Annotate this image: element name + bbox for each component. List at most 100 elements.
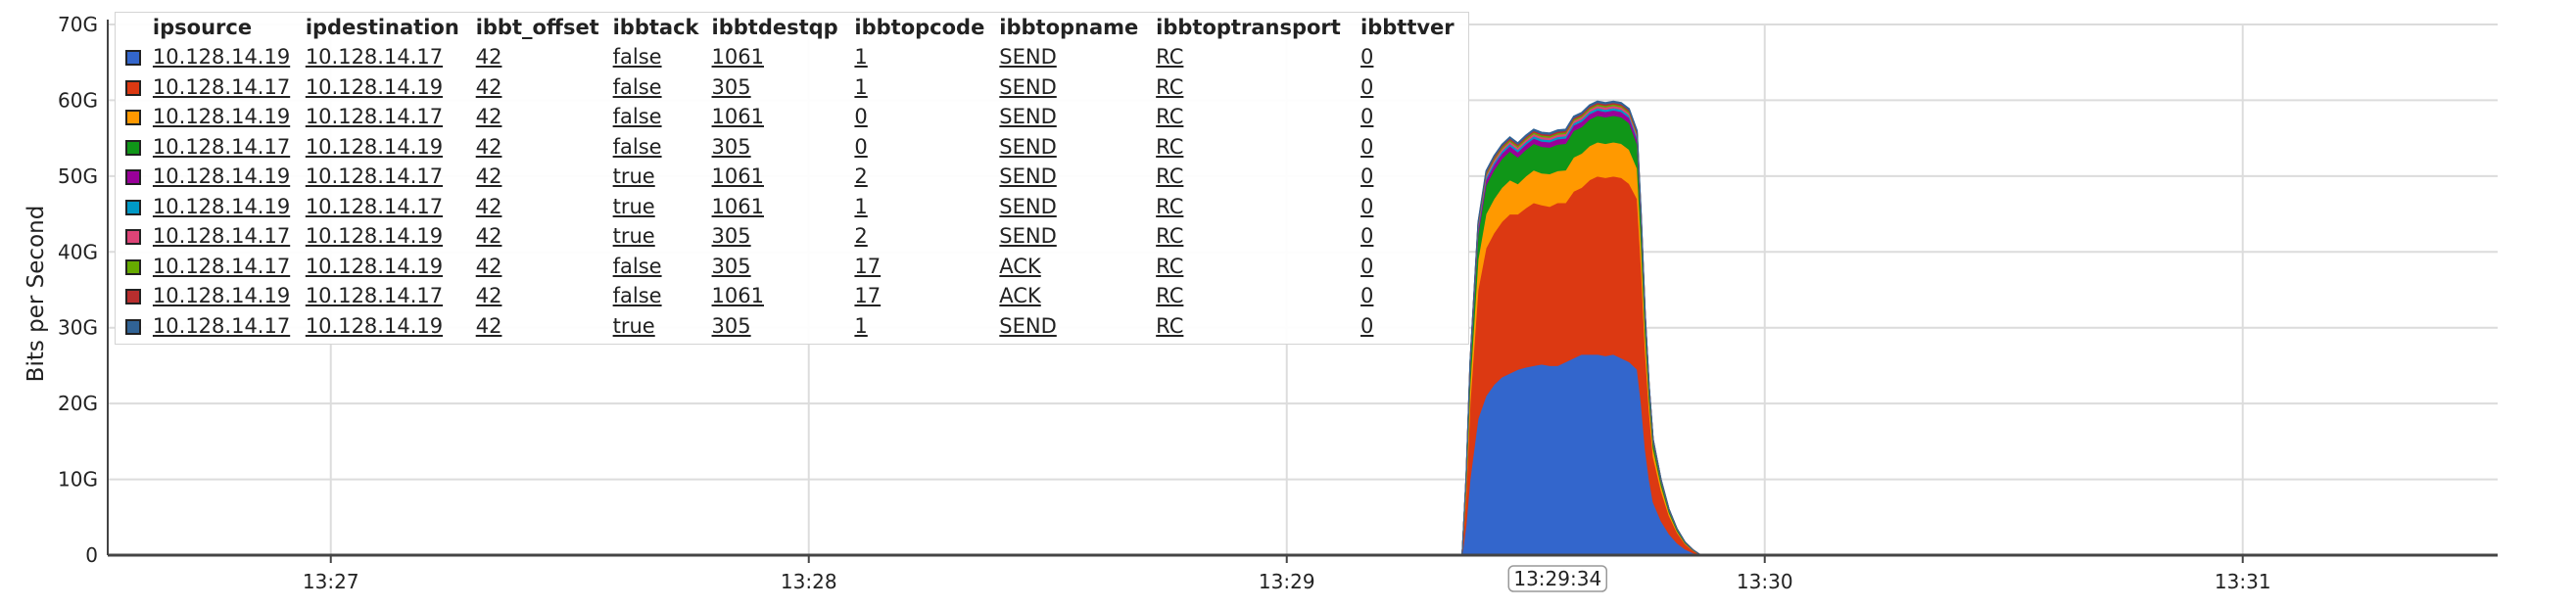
legend-cell-ibbtopname[interactable]: SEND [999,74,1057,99]
legend-header-ibbtoptransport[interactable]: ibbtoptransport [1156,16,1341,39]
legend-cell-ipdestination[interactable]: 10.128.14.19 [305,254,444,278]
legend-cell-ibbttver[interactable]: 0 [1360,74,1374,99]
legend-cell-ibbtdestqp[interactable]: 1061 [711,194,764,218]
legend-header-ibbtopcode[interactable]: ibbtopcode [854,16,985,39]
legend-cell-ibbtopcode[interactable]: 1 [854,74,868,99]
legend-cell-ibbtopname[interactable]: SEND [999,134,1057,159]
legend-cell-ipsource[interactable]: 10.128.14.17 [152,224,291,249]
legend-row[interactable]: 10.128.14.17 10.128.14.19 42 false 305 1 SEND R… [116,72,1468,103]
legend-cell-ibbttver[interactable]: 0 [1360,224,1374,249]
legend-cell-ibbtopcode[interactable]: 1 [854,194,868,218]
legend-cell-ibbt-offset[interactable]: 42 [475,105,502,129]
legend-cell-ibbt-offset[interactable]: 42 [475,45,502,70]
legend-cell-ibbtdestqp[interactable]: 305 [711,254,751,278]
legend-cell-ibbttver[interactable]: 0 [1360,134,1374,159]
legend-cell-ibbttver[interactable]: 0 [1360,254,1374,278]
legend-cell-ibbtack[interactable]: false [612,105,662,129]
legend-header-ibbttver[interactable]: ibbttver [1360,16,1455,39]
legend-cell-ibbt-offset[interactable]: 42 [475,164,502,189]
legend-cell-ibbtopcode[interactable]: 17 [854,254,882,278]
legend-cell-ibbtdestqp[interactable]: 1061 [711,105,764,129]
legend-row[interactable]: 10.128.14.19 10.128.14.17 42 false 1061 0 SEND… [116,102,1468,132]
legend-row[interactable]: 10.128.14.19 10.128.14.17 42 true 1061 1 SEND R… [116,192,1468,222]
legend-cell-ibbtack[interactable]: false [612,45,662,70]
legend-row[interactable]: 10.128.14.17 10.128.14.19 42 false 305 17 ACK R… [116,252,1468,282]
legend-cell-ibbtopcode[interactable]: 2 [854,224,868,249]
legend-cell-ipsource[interactable]: 10.128.14.17 [152,254,291,278]
legend-cell-ibbtdestqp[interactable]: 305 [711,313,751,338]
legend-cell-ibbtoptransport[interactable]: RC [1156,45,1184,70]
legend-cell-ipdestination[interactable]: 10.128.14.19 [305,224,444,249]
legend-cell-ibbtoptransport[interactable]: RC [1156,74,1184,99]
legend-cell-ibbtack[interactable]: false [612,254,662,278]
legend-cell-ibbtdestqp[interactable]: 1061 [711,45,764,70]
legend-cell-ibbt-offset[interactable]: 42 [475,313,502,338]
legend-cell-ibbtopname[interactable]: ACK [999,284,1041,308]
legend-cell-ibbtdestqp[interactable]: 305 [711,224,751,249]
legend-cell-ibbtoptransport[interactable]: RC [1156,164,1184,189]
legend-cell-ibbtoptransport[interactable]: RC [1156,194,1184,218]
legend-cell-ipdestination[interactable]: 10.128.14.19 [305,313,444,338]
legend-cell-ibbtopname[interactable]: SEND [999,164,1057,189]
legend-cell-ibbtoptransport[interactable]: RC [1156,284,1184,308]
legend-cell-ibbtdestqp[interactable]: 1061 [711,164,764,189]
legend-cell-ibbtopname[interactable]: ACK [999,254,1041,278]
legend-cell-ibbtopcode[interactable]: 2 [854,164,868,189]
legend-cell-ibbtopname[interactable]: SEND [999,105,1057,129]
legend-cell-ipsource[interactable]: 10.128.14.19 [152,194,291,218]
legend-cell-ibbtack[interactable]: false [612,284,662,308]
legend-cell-ibbtoptransport[interactable]: RC [1156,105,1184,129]
legend-cell-ibbtack[interactable]: true [612,313,655,338]
legend-header-ibbtopname[interactable]: ibbtopname [999,16,1139,39]
legend-cell-ibbttver[interactable]: 0 [1360,313,1374,338]
legend-cell-ibbtack[interactable]: true [612,194,655,218]
legend-cell-ipsource[interactable]: 10.128.14.19 [152,284,291,308]
legend-cell-ipdestination[interactable]: 10.128.14.17 [305,194,444,218]
legend-cell-ipsource[interactable]: 10.128.14.17 [152,74,291,99]
legend-cell-ibbttver[interactable]: 0 [1360,284,1374,308]
legend-cell-ibbttver[interactable]: 0 [1360,105,1374,129]
legend-cell-ibbtoptransport[interactable]: RC [1156,134,1184,159]
legend-cell-ibbtopcode[interactable]: 1 [854,313,868,338]
legend-header-ibbtack[interactable]: ibbtack [612,16,699,39]
legend-cell-ibbtopname[interactable]: SEND [999,194,1057,218]
legend-cell-ibbtopname[interactable]: SEND [999,45,1057,70]
legend-cell-ibbtopcode[interactable]: 0 [854,134,868,159]
legend-cell-ibbt-offset[interactable]: 42 [475,224,502,249]
legend-cell-ipsource[interactable]: 10.128.14.17 [152,313,291,338]
legend-cell-ibbtopname[interactable]: SEND [999,224,1057,249]
legend-header-ipsource[interactable]: ipsource [152,16,253,39]
legend-cell-ipdestination[interactable]: 10.128.14.19 [305,74,444,99]
legend-row[interactable]: 10.128.14.19 10.128.14.17 42 false 1061 1 SEND… [116,42,1468,72]
legend-cell-ibbtdestqp[interactable]: 305 [711,134,751,159]
legend-row[interactable]: 10.128.14.17 10.128.14.19 42 true 305 2 SEND RC… [116,221,1468,252]
legend-cell-ipdestination[interactable]: 10.128.14.19 [305,134,444,159]
legend-cell-ipdestination[interactable]: 10.128.14.17 [305,284,444,308]
legend-header-ibbtdestqp[interactable]: ibbtdestqp [711,16,838,39]
legend-cell-ibbttver[interactable]: 0 [1360,194,1374,218]
legend-header-ibbt-offset[interactable]: ibbt_offset [475,16,599,39]
legend-cell-ibbtoptransport[interactable]: RC [1156,224,1184,249]
legend-cell-ibbtack[interactable]: false [612,134,662,159]
legend-cell-ibbttver[interactable]: 0 [1360,45,1374,70]
legend-cell-ipsource[interactable]: 10.128.14.19 [152,45,291,70]
legend-cell-ibbtdestqp[interactable]: 305 [711,74,751,99]
legend-cell-ibbt-offset[interactable]: 42 [475,284,502,308]
legend-cell-ipdestination[interactable]: 10.128.14.17 [305,164,444,189]
legend-row[interactable]: 10.128.14.19 10.128.14.17 42 false 1061 17 ACK… [116,281,1468,311]
legend-cell-ibbtack[interactable]: true [612,164,655,189]
legend-cell-ibbtoptransport[interactable]: RC [1156,254,1184,278]
legend-header-ipdestination[interactable]: ipdestination [305,16,459,39]
legend-cell-ipsource[interactable]: 10.128.14.17 [152,134,291,159]
legend-cell-ibbtopcode[interactable]: 0 [854,105,868,129]
legend-row[interactable]: 10.128.14.17 10.128.14.19 42 false 305 0 SEND R… [116,132,1468,163]
legend-cell-ibbtopname[interactable]: SEND [999,313,1057,338]
legend-cell-ipdestination[interactable]: 10.128.14.17 [305,45,444,70]
legend-row[interactable]: 10.128.14.17 10.128.14.19 42 true 305 1 SEND RC… [116,311,1468,342]
legend-cell-ibbt-offset[interactable]: 42 [475,74,502,99]
legend-cell-ibbtack[interactable]: false [612,74,662,99]
legend-cell-ibbttver[interactable]: 0 [1360,164,1374,189]
legend-cell-ibbtack[interactable]: true [612,224,655,249]
legend-cell-ibbtdestqp[interactable]: 1061 [711,284,764,308]
legend-cell-ibbtopcode[interactable]: 17 [854,284,882,308]
